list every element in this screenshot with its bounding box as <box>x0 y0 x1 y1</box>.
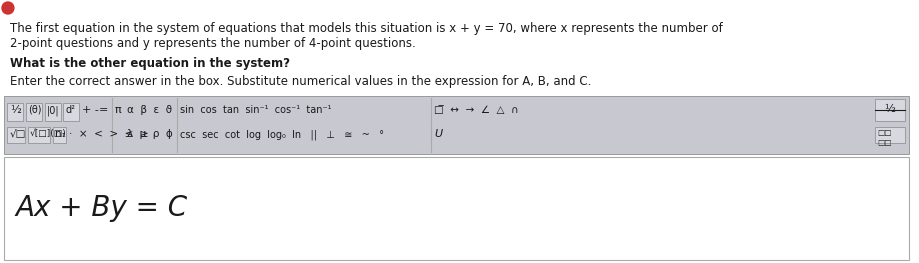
Text: The first equation in the system of equations that models this situation is x + : The first equation in the system of equa… <box>10 22 722 35</box>
Text: =: = <box>99 105 108 115</box>
Bar <box>7 127 25 143</box>
Text: Ax + By = C: Ax + By = C <box>16 195 187 222</box>
Bar <box>63 103 79 121</box>
Bar <box>874 127 903 143</box>
Bar <box>28 127 50 143</box>
FancyBboxPatch shape <box>4 96 908 154</box>
FancyBboxPatch shape <box>4 157 908 260</box>
Text: ½: ½ <box>883 104 893 114</box>
Text: (θ): (θ) <box>28 105 41 115</box>
Text: √[□](□): √[□](□) <box>29 129 66 138</box>
Text: + -: + - <box>82 105 99 115</box>
Text: n₁: n₁ <box>54 129 65 139</box>
Text: U: U <box>434 129 442 139</box>
Bar <box>45 103 61 121</box>
Bar <box>52 127 66 143</box>
Text: √□: √□ <box>10 129 27 139</box>
Text: π: π <box>115 105 121 115</box>
Text: α  β  ε  ϑ: α β ε ϑ <box>127 105 172 115</box>
Text: |0|: |0| <box>47 105 59 115</box>
Text: ½: ½ <box>10 105 21 115</box>
Bar <box>7 103 23 121</box>
Text: □̅  ↔  →  ∠  △  ∩: □̅ ↔ → ∠ △ ∩ <box>434 105 518 115</box>
Text: What is the other equation in the system?: What is the other equation in the system… <box>10 57 289 70</box>
Text: 2-point questions and y represents the number of 4-point questions.: 2-point questions and y represents the n… <box>10 37 415 50</box>
Text: ·  ×  <  >  ≤  ≥: · × < > ≤ ≥ <box>69 129 149 139</box>
Text: csc  sec  cot  log  log₀  ln   ||   ⊥   ≅   ~   °: csc sec cot log log₀ ln || ⊥ ≅ ~ ° <box>179 129 383 139</box>
Text: □□
□□: □□ □□ <box>877 128 891 147</box>
Text: sin  cos  tan  sin⁻¹  cos⁻¹  tan⁻¹: sin cos tan sin⁻¹ cos⁻¹ tan⁻¹ <box>179 105 331 115</box>
Text: λ  μ  ρ  ϕ: λ μ ρ ϕ <box>127 129 173 139</box>
Bar <box>26 103 41 121</box>
Text: d²: d² <box>65 105 75 115</box>
Text: Enter the correct answer in the box. Substitute numerical values in the expressi: Enter the correct answer in the box. Sub… <box>10 75 591 88</box>
Bar <box>874 99 903 121</box>
Circle shape <box>2 2 14 14</box>
